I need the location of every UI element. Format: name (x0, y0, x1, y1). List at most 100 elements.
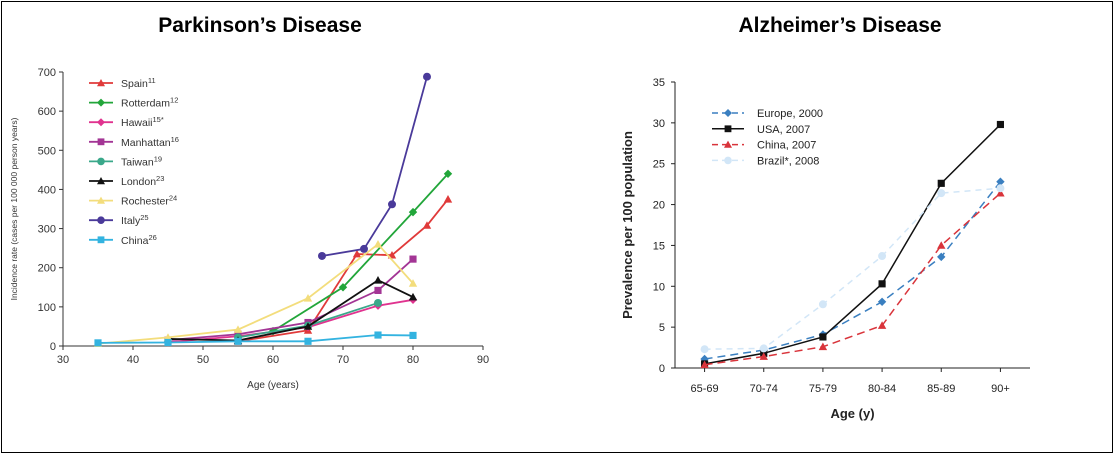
legend-reference: 23 (156, 174, 164, 183)
series-line (704, 181, 1002, 360)
x-tick-label: 90+ (991, 383, 1010, 395)
x-tick-label: 75-79 (809, 383, 837, 395)
alzheimers-legend: Europe, 2000 USA, 2007 China, 2007 Brazil*,… (712, 108, 823, 167)
series-italy (318, 72, 431, 260)
data-point (303, 294, 313, 302)
x-tick-label: 90 (477, 354, 489, 366)
legend-reference: 15* (153, 115, 164, 124)
data-point (233, 325, 243, 333)
y-tick-label: 35 (653, 77, 665, 89)
data-point (318, 251, 326, 260)
data-point (818, 300, 827, 309)
data-point (759, 352, 768, 360)
data-point (163, 333, 173, 341)
legend-label: Spain11 (121, 76, 156, 90)
data-point (374, 331, 382, 339)
series-usa-2007 (701, 120, 1004, 368)
data-point (373, 276, 383, 284)
legend-label: Manhattan16 (121, 135, 179, 149)
data-point (877, 321, 887, 329)
legend-marker (724, 125, 732, 133)
data-point (303, 322, 313, 330)
alzheimers-plot: 0 5 10 15 20 25 30 35 65-69 70-74 75-79 80-84 85-89 9… (620, 77, 1030, 421)
data-point (338, 283, 348, 292)
data-point (937, 252, 946, 262)
y-tick-label: 5 (659, 322, 665, 334)
legend-label: Rotterdam12 (121, 96, 178, 110)
legend-reference: 26 (148, 233, 156, 242)
legend-marker (724, 140, 732, 148)
y-tick-label: 20 (653, 200, 665, 212)
series-line (704, 187, 1001, 350)
series-line (97, 334, 414, 344)
data-point (422, 221, 432, 229)
data-point (374, 298, 382, 307)
y-tick-label: 0 (659, 363, 665, 375)
data-point (819, 333, 827, 341)
y-tick-label: 600 (38, 106, 56, 118)
legend-marker (97, 157, 105, 166)
legend-marker (97, 79, 105, 87)
y-tick-label: 700 (38, 67, 56, 79)
data-point (937, 189, 946, 198)
legend-marker (97, 118, 105, 127)
data-point (304, 337, 312, 345)
parkinsons-plot: 30 40 50 60 70 80 90 0 100 200 300 400 500 600 700 Age … (9, 67, 489, 391)
legend-reference: 24 (169, 194, 177, 203)
y-tick-label: 0 (50, 341, 56, 353)
data-point (996, 177, 1005, 186)
x-tick-label: 70-74 (750, 383, 778, 395)
y-tick-label: 100 (38, 302, 56, 314)
y-tick-label: 15 (653, 240, 665, 252)
series-spain (233, 195, 453, 345)
x-tick-label: 40 (127, 354, 139, 366)
legend-reference: 19 (154, 154, 162, 163)
series-line (704, 123, 1001, 365)
legend-marker (97, 177, 105, 185)
data-point (360, 244, 368, 253)
data-point (408, 292, 418, 301)
x-tick-label: 80 (407, 354, 419, 366)
data-point (996, 120, 1004, 129)
legend-label: Brazil*, 2008 (757, 155, 819, 167)
data-point (423, 72, 431, 81)
data-point (408, 207, 418, 217)
x-tick-label: 85-89 (927, 383, 955, 395)
data-point (164, 338, 172, 347)
legend-marker (97, 236, 105, 244)
data-point (408, 279, 418, 287)
data-point (818, 342, 828, 351)
data-point (234, 337, 242, 345)
legend-reference: 12 (170, 96, 178, 105)
legend-marker (97, 196, 105, 204)
y-tick-label: 200 (38, 263, 56, 275)
series-europe-2000 (700, 177, 1005, 364)
data-point (878, 252, 887, 261)
y-tick-label: 400 (38, 184, 56, 196)
data-point (877, 297, 887, 307)
x-tick-label: 30 (57, 354, 69, 366)
series-line (704, 192, 1001, 366)
legend-reference: 11 (148, 76, 156, 85)
y-axis-label: Incidence rate (cases per 100 000 person… (9, 117, 19, 300)
legend-label: USA, 2007 (757, 124, 810, 136)
legend-marker (97, 98, 105, 107)
x-tick-label: 65-69 (691, 383, 719, 395)
y-tick-label: 300 (38, 224, 56, 236)
data-point (700, 345, 709, 354)
y-tick-label: 500 (38, 145, 56, 157)
data-point (373, 240, 383, 248)
y-tick-label: 10 (653, 281, 665, 293)
data-point (759, 344, 768, 353)
x-axis-label: Age (y) (830, 406, 874, 421)
data-point (937, 241, 946, 249)
data-point (996, 188, 1005, 197)
data-point (374, 286, 382, 294)
data-point (443, 195, 453, 203)
data-point (996, 184, 1005, 193)
x-tick-label: 60 (267, 354, 279, 366)
series-china (94, 331, 417, 347)
legend-marker (97, 216, 105, 224)
